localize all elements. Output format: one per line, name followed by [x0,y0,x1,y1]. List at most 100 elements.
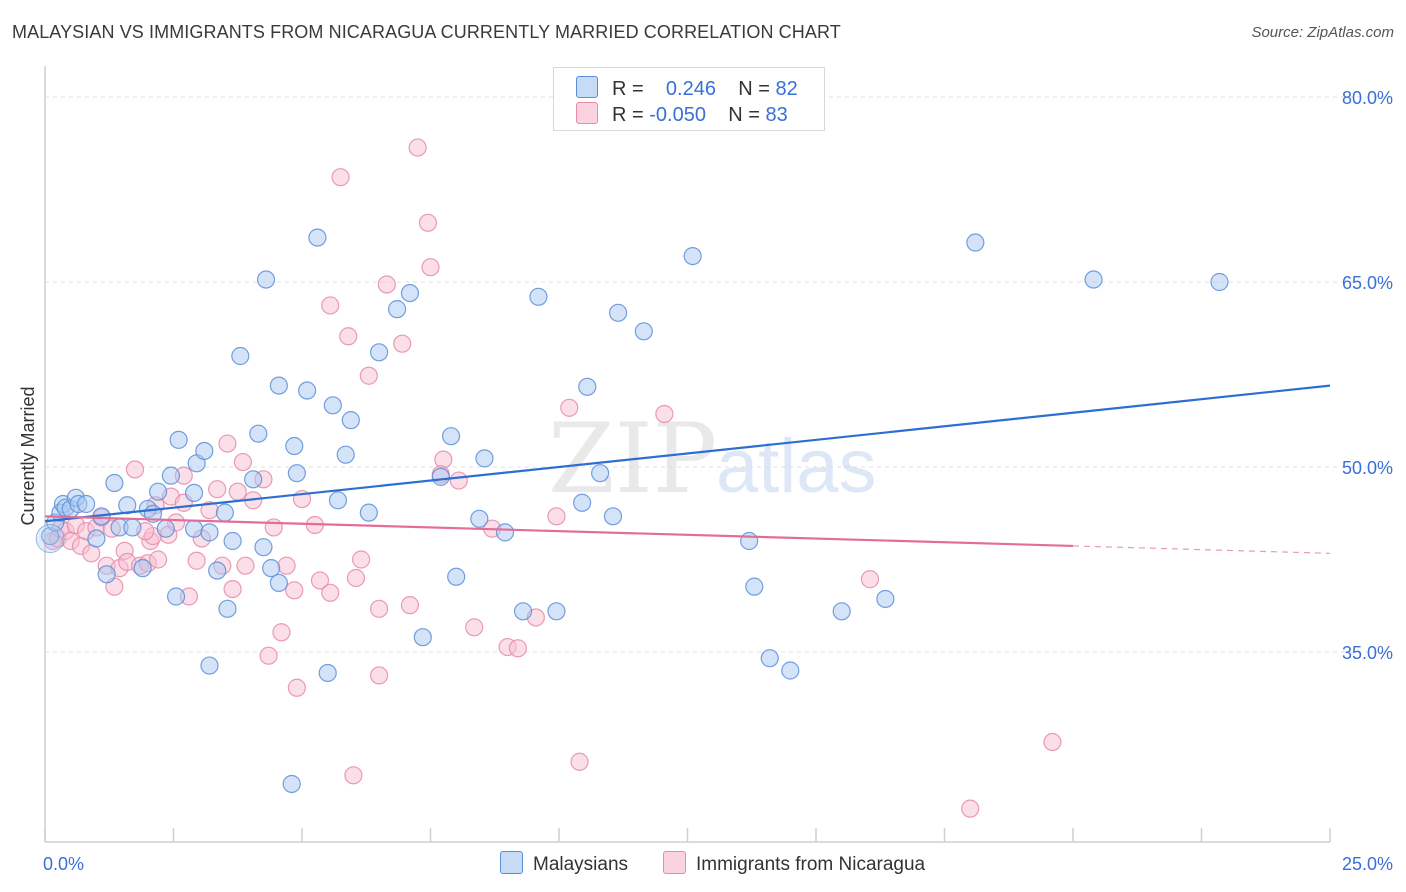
point-malaysians [400,284,420,303]
y-tick-label: 65.0% [1342,273,1393,293]
point-nicaragua [370,666,389,685]
point-malaysians [218,599,237,618]
point-nicaragua [465,618,484,637]
point-malaysians [123,518,142,537]
point-nicaragua [508,639,527,658]
y-tick-label: 50.0% [1342,458,1393,478]
trend-line-dashed-1 [1072,545,1331,554]
point-nicaragua [236,556,255,575]
x-tick-label: 25.0% [1342,854,1393,874]
point-malaysians [447,567,466,586]
point-malaysians [200,523,219,542]
point-nicaragua [547,507,566,526]
legend-item-malaysians: Malaysians [500,851,628,876]
point-malaysians [282,774,301,794]
point-malaysians [184,519,204,538]
point-nicaragua [208,480,227,499]
point-malaysians [166,587,186,606]
point-nicaragua [331,168,350,187]
point-nicaragua [560,398,579,417]
point-malaysians [161,466,181,485]
point-malaysians [262,559,281,578]
point-nicaragua [421,258,440,277]
legend-row-malaysians: R = 0.246 N = 82 [576,76,798,100]
point-malaysians [740,531,759,551]
point-malaysians [683,247,702,266]
point-malaysians [35,524,65,554]
point-malaysians [118,496,137,515]
point-malaysians [966,233,985,252]
point-malaysians [254,538,273,557]
point-malaysians [269,376,288,395]
point-malaysians [97,565,116,584]
point-malaysians [591,464,610,483]
x-tick-label: 0.0% [43,854,84,874]
y-axis-label: Currently Married [18,386,38,525]
point-malaysians [244,470,263,489]
point-malaysians [876,589,895,609]
point-malaysians [603,507,623,526]
legend-n-value: 82 [775,78,798,100]
point-malaysians [269,573,288,593]
point-malaysians [359,503,378,522]
legend-n-value: 83 [765,104,788,126]
legend-n-label: N = [738,78,770,100]
point-nicaragua [223,579,242,599]
point-nicaragua [321,296,340,315]
legend-item-nicaragua: Immigrants from Nicaragua [663,851,925,876]
point-nicaragua [377,275,396,294]
chart-title: MALAYSIAN VS IMMIGRANTS FROM NICARAGUA C… [12,22,841,42]
point-malaysians [87,529,106,548]
point-malaysians [200,656,219,675]
point-malaysians [308,228,327,247]
point-nicaragua [233,452,252,472]
point-malaysians [231,346,250,366]
point-malaysians [169,430,188,449]
point-nicaragua [277,556,296,575]
point-malaysians [441,427,461,446]
point-nicaragua [187,551,206,570]
trend-line-solid-1 [44,515,1074,548]
legend-r-label: R = [612,78,644,100]
watermark-atlas: atlas [716,424,877,509]
legend-swatch-blue [576,76,598,98]
point-nicaragua [228,482,247,501]
legend-swatch-pink [663,851,686,874]
point-malaysians [195,441,214,461]
y-tick-label: 35.0% [1342,643,1393,663]
point-malaysians [105,473,124,493]
point-nicaragua [321,583,340,602]
point-malaysians [336,445,355,464]
point-malaysians [328,491,348,510]
point-nicaragua [400,596,420,615]
stats-legend: R = 0.246 N = 82 R = -0.050 N = 83 [553,67,825,131]
point-nicaragua [344,766,363,785]
y-tick-label: 80.0% [1342,88,1393,108]
point-nicaragua [310,571,330,590]
tick-labels: 35.0% 50.0% 65.0% 80.0% 0.0% 25.0% [43,88,1393,874]
point-nicaragua [259,646,278,665]
point-nicaragua [860,570,880,589]
series-nicaragua-points [43,138,1062,818]
point-malaysians [287,464,306,483]
point-malaysians [323,396,342,415]
series-malaysians-points [35,228,1229,794]
point-malaysians [609,303,628,322]
point-malaysians [1084,270,1103,289]
point-nicaragua [346,568,366,588]
point-malaysians [781,661,800,680]
legend-r-value: 0.246 [665,78,716,100]
point-malaysians [547,602,566,621]
point-nicaragua [408,138,427,157]
point-nicaragua [287,678,306,697]
point-nicaragua [218,434,237,453]
point-malaysians [249,424,268,443]
point-nicaragua [418,213,438,232]
point-malaysians [208,561,227,580]
point-malaysians [573,493,592,512]
point-malaysians [413,628,432,647]
point-malaysians [513,602,533,621]
point-malaysians [495,523,515,542]
legend-swatch-blue [500,851,523,874]
